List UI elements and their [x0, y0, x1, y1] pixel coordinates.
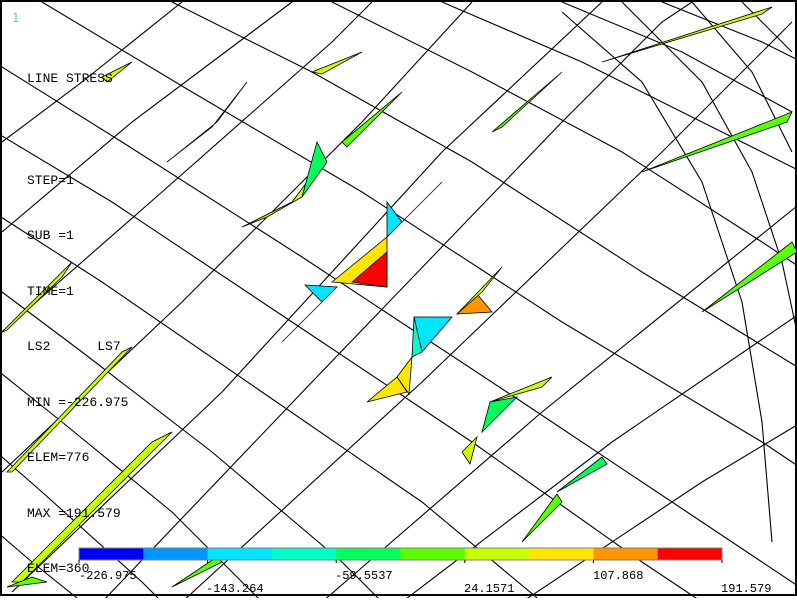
contour-patch-1	[6, 346, 133, 473]
mesh-line-up-7	[325, 205, 797, 598]
result-info-block: LINE STRESS STEP=1 SUB =1 TIME=1 LS2 LS7…	[27, 33, 128, 616]
mesh-line-up-1	[2, 2, 293, 233]
contour-patch-7	[351, 251, 388, 288]
mesh-arc-0	[561, 11, 773, 543]
contour-patch-5	[301, 140, 328, 198]
window-number: 1	[12, 11, 20, 25]
mesh-line-up-6	[185, 21, 793, 598]
mesh-line-down-2	[2, 217, 539, 598]
contour-patch-17	[396, 355, 413, 396]
contour-patch-20	[461, 435, 478, 465]
mesh-line-down-10	[441, 2, 797, 171]
min-value: MIN =-226.975	[27, 394, 129, 410]
contour-patch-27	[641, 111, 793, 173]
mesh-plot[interactable]	[2, 2, 797, 598]
contour-patch-15	[456, 266, 503, 315]
mesh-line-down-1	[2, 135, 697, 598]
mesh-line-up-8	[406, 314, 797, 598]
mesh-arc-1	[621, 2, 797, 333]
step-value: STEP=1	[27, 172, 74, 188]
max-value: MAX =191.579	[27, 505, 121, 521]
contour-patch-11	[281, 301, 323, 343]
contour-patch-13	[411, 316, 423, 358]
mesh-line-down-0	[2, 66, 797, 586]
mesh-line-up-9	[527, 424, 797, 598]
contour-patch-23	[310, 51, 363, 75]
line-stress-items: LS2 LS7	[27, 339, 121, 354]
contour-patch-3	[166, 81, 248, 163]
contour-patch-22	[521, 493, 563, 543]
contour-patch-29	[101, 61, 133, 83]
mesh-line-down-11	[561, 2, 793, 113]
mesh-line-down-5	[2, 456, 159, 598]
mesh-line-up-5	[105, 2, 693, 598]
result-title: LINE STRESS	[27, 71, 113, 86]
element-mesh	[2, 2, 797, 598]
contour-patch-10	[303, 284, 338, 303]
mesh-line-up-4	[11, 2, 603, 593]
mesh-line-up-0	[2, 2, 183, 143]
contour-patch-9	[386, 181, 443, 238]
contour-patch-30	[6, 576, 48, 588]
mesh-line-up-2	[2, 2, 373, 333]
contour-patch-24	[341, 91, 403, 148]
mesh-line-down-7	[41, 2, 797, 466]
min-element: ELEM=776	[27, 450, 90, 465]
contour-patch-21	[556, 456, 608, 493]
contour-patch-19	[481, 396, 519, 434]
mesh-line-down-3	[2, 291, 379, 598]
mesh-line-down-8	[171, 2, 797, 368]
mesh-arc-3	[741, 2, 793, 53]
contour-patch-25	[491, 71, 563, 133]
contour-patch-26	[601, 6, 773, 63]
time-value: TIME=1	[27, 283, 74, 299]
mesh-arc-2	[691, 2, 793, 153]
contour-patch-0	[2, 261, 73, 333]
contour-patch-4	[241, 181, 308, 228]
contour-patch-8	[386, 200, 403, 238]
max-element: ELEM=360	[27, 561, 90, 576]
substep-value: SUB =1	[27, 228, 74, 243]
mesh-line-down-12	[661, 2, 797, 61]
contour-patch-28	[701, 241, 797, 313]
stress-contours	[2, 6, 797, 588]
contour-patch-18	[489, 376, 553, 403]
graphics-window[interactable]: 1 LINE STRESS STEP=1 SUB =1 TIME=1 LS2 L…	[0, 0, 797, 598]
